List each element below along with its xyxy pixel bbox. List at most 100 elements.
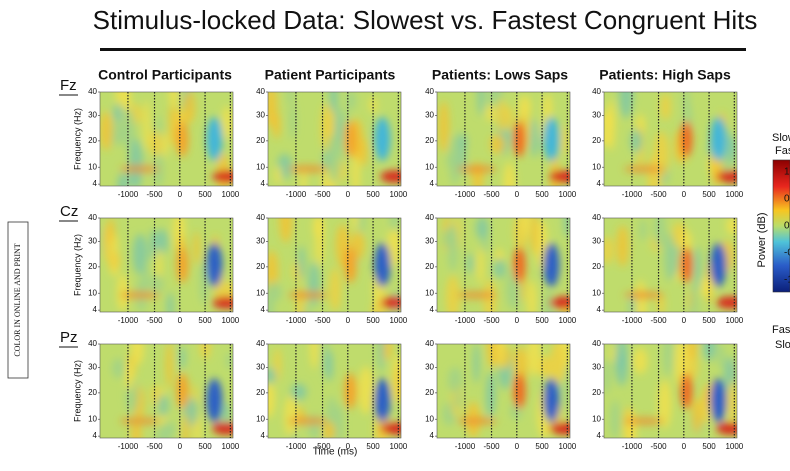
- y-tick-label: 4: [597, 431, 602, 440]
- blob: [221, 105, 233, 140]
- y-tick-label: 20: [425, 388, 434, 397]
- heatmap-blobs: [268, 218, 401, 312]
- blob: [561, 125, 568, 156]
- blob: [473, 344, 480, 384]
- blob: [117, 172, 128, 186]
- panel-frame: [603, 343, 738, 439]
- x-tick-label: 0: [515, 190, 520, 199]
- y-tick-label: 20: [592, 262, 601, 271]
- y-axis-label: Frequency (Hz): [72, 234, 82, 296]
- blob: [157, 394, 169, 418]
- blob: [604, 236, 614, 265]
- row-label: Cz: [60, 203, 78, 220]
- y-tick-label: 20: [425, 262, 434, 271]
- blob: [691, 398, 703, 434]
- blob: [351, 150, 360, 186]
- blob: [633, 347, 648, 374]
- y-tick-label: 4: [93, 305, 98, 314]
- x-tick-label: 1000: [725, 190, 743, 199]
- colorbar-tick: 0: [784, 194, 790, 205]
- blob: [710, 378, 727, 423]
- y-tick-label: 10: [256, 288, 265, 297]
- blob: [549, 296, 570, 309]
- blob: [151, 384, 160, 406]
- x-tick-label: 1000: [389, 316, 407, 325]
- blob: [727, 135, 737, 164]
- blob: [486, 344, 499, 368]
- colorbar-label: Power (dB): [756, 212, 768, 267]
- blob: [710, 117, 727, 161]
- blob: [119, 417, 160, 426]
- heatmap-blobs: [268, 344, 401, 438]
- blob: [119, 291, 160, 300]
- blob: [320, 103, 333, 152]
- x-tick-label: -1000: [118, 190, 139, 199]
- blob: [351, 218, 359, 231]
- blob: [380, 170, 401, 183]
- y-tick-label: 40: [88, 339, 97, 348]
- y-tick-label: 10: [88, 414, 97, 423]
- y-tick-label: 20: [256, 262, 265, 271]
- panel-frame: [99, 343, 234, 439]
- heatmap-panel: -1000 -500 0 500 1000 40 30 20 10 4: [592, 213, 744, 325]
- x-tick-label: -500: [651, 316, 668, 325]
- y-tick-label: 20: [425, 136, 434, 145]
- heatmap: [437, 218, 570, 312]
- heatmap-panel: -1000 -500 0 500 1000 40 30 20 10 4: [425, 339, 577, 451]
- y-tick-label: 40: [425, 339, 434, 348]
- x-tick-label: 500: [198, 316, 212, 325]
- blob: [483, 279, 497, 312]
- x-tick-label: 0: [682, 190, 687, 199]
- x-tick-label: 0: [515, 316, 520, 325]
- blob: [206, 117, 223, 161]
- blob: [454, 391, 462, 410]
- panel-frame: [267, 343, 402, 439]
- y-tick-label: 40: [256, 87, 265, 96]
- y-tick-label: 4: [93, 431, 98, 440]
- blob: [726, 218, 737, 236]
- blob: [660, 93, 671, 121]
- blob: [111, 358, 125, 379]
- row-label: Fz: [60, 77, 77, 94]
- blob: [212, 422, 233, 435]
- y-tick-label: 30: [88, 363, 97, 372]
- heatmap: [100, 218, 233, 312]
- blob: [222, 401, 230, 429]
- blob: [490, 134, 506, 154]
- blob: [304, 303, 311, 312]
- blob: [657, 379, 672, 429]
- blob: [345, 92, 357, 111]
- y-tick-label: 30: [592, 363, 601, 372]
- x-tick-label: 1000: [221, 442, 239, 451]
- x-axis-label: Time (ms): [313, 447, 358, 458]
- blob: [456, 417, 497, 426]
- blob: [438, 100, 450, 153]
- blob: [680, 121, 693, 157]
- y-tick-label: 4: [430, 431, 435, 440]
- blob: [485, 104, 496, 122]
- blob: [289, 101, 296, 140]
- y-tick-label: 20: [88, 262, 97, 271]
- blob: [125, 362, 134, 391]
- blob: [513, 373, 526, 409]
- x-tick-label: -1000: [455, 190, 476, 199]
- blob: [456, 291, 497, 300]
- blob: [287, 291, 328, 300]
- blob: [143, 100, 151, 150]
- blob: [106, 251, 121, 270]
- blob: [287, 417, 328, 426]
- blob: [298, 245, 306, 280]
- blob: [527, 280, 537, 312]
- blob: [374, 378, 391, 423]
- blob: [616, 225, 629, 267]
- heatmap-panel: -1000 -500 0 500 1000 40 30 20 10 4: [88, 339, 240, 451]
- heatmap-panel: -1000 -500 0 500 1000 40 30 20 10 4: [256, 339, 408, 451]
- x-tick-label: 1000: [221, 190, 239, 199]
- blob: [130, 423, 142, 438]
- blob: [497, 344, 505, 368]
- side-note-box: [7, 221, 29, 379]
- x-tick-label: 500: [702, 442, 716, 451]
- column-title: Control Participants: [98, 67, 232, 83]
- blob: [604, 111, 613, 131]
- panel-frame: [603, 91, 738, 187]
